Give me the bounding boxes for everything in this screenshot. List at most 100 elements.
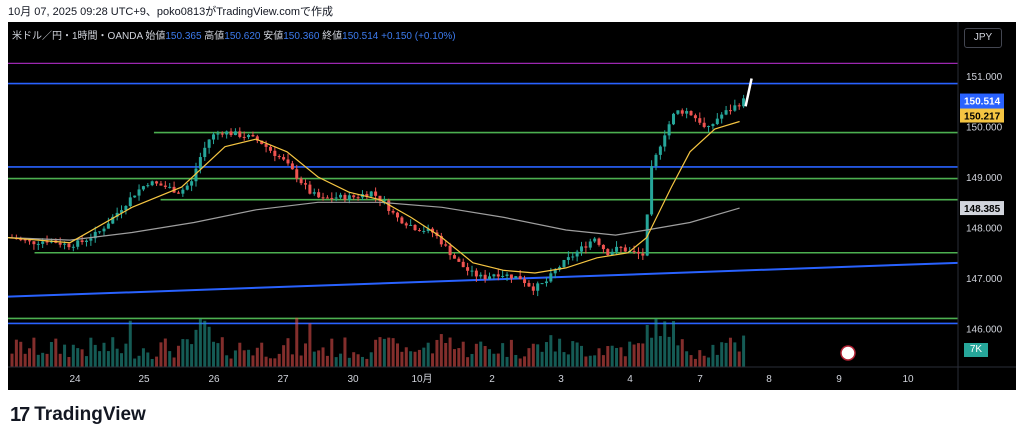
candle-body: [404, 223, 408, 226]
logo-text: TradingView: [34, 404, 146, 425]
volume-bar: [470, 353, 474, 367]
candle-body: [216, 133, 220, 135]
volume-bar: [737, 351, 741, 367]
volume-bar: [325, 355, 329, 367]
candle-body: [220, 133, 224, 135]
volume-bar: [650, 337, 654, 367]
volume-bar: [531, 343, 535, 367]
volume-bar: [523, 356, 527, 367]
candle-body: [365, 194, 369, 197]
x-tick-label: 7: [697, 374, 703, 385]
candle-body: [247, 134, 251, 138]
volume-bar: [439, 334, 443, 367]
volume-bar: [229, 358, 233, 367]
volume-bar: [339, 353, 343, 367]
candle-body: [168, 186, 172, 188]
volume-bar: [251, 355, 255, 367]
candle-body: [496, 274, 500, 277]
candle-body: [448, 245, 452, 256]
candle-body: [268, 146, 272, 151]
volume-bar: [733, 342, 737, 367]
volume-bar: [260, 342, 264, 367]
volume-bar: [356, 354, 360, 367]
candle-body: [93, 231, 97, 239]
volume-bar: [299, 355, 303, 367]
volume-bar: [549, 335, 553, 367]
volume-bar: [597, 348, 601, 367]
candle-body: [28, 240, 32, 242]
candle-body: [115, 212, 119, 217]
volume-bar: [194, 329, 198, 367]
volume-bar: [308, 323, 312, 367]
candle-body: [474, 270, 478, 277]
volume-bar: [387, 337, 391, 367]
candle-body: [80, 240, 84, 242]
candle-body: [413, 224, 417, 231]
trendline: [8, 261, 959, 298]
candle-body: [124, 205, 128, 211]
tradingview-logo[interactable]: 17 TradingView: [10, 402, 146, 428]
volume-bar: [496, 353, 500, 367]
candle-body: [111, 216, 115, 224]
volume-bar: [707, 357, 711, 367]
low-label: 安値: [263, 31, 284, 42]
candle-body: [724, 110, 728, 115]
volume-bar: [80, 349, 84, 367]
volume-bar: [198, 318, 202, 367]
volume-bar: [518, 358, 522, 367]
candle-body: [479, 274, 483, 277]
candle-body: [207, 139, 211, 148]
x-tick-label: 30: [347, 374, 359, 385]
volume-bar: [474, 343, 478, 367]
candle-body: [308, 184, 312, 194]
candle-body: [549, 273, 553, 282]
volume-bar: [544, 342, 548, 367]
volume-bar: [584, 356, 588, 367]
volume-bar: [233, 350, 237, 367]
chart-area[interactable]: 151.000 150.000 149.000 148.000 147.000 146.0…: [8, 22, 1016, 390]
volume-bar: [645, 324, 649, 367]
volume-bar: [242, 350, 246, 367]
price-chart[interactable]: 151.000 150.000 149.000 148.000 147.000 146.0…: [8, 22, 1016, 390]
ticker-row: 米ドル／円・1時間・OANDA 始値150.365 高値150.620 安値15…: [12, 27, 456, 42]
candle-body: [203, 147, 207, 158]
volume-bar: [720, 342, 724, 367]
candle-body: [509, 274, 513, 279]
volume-bar: [558, 338, 562, 367]
volume-bar: [89, 337, 93, 367]
volume-bar: [111, 337, 115, 367]
candle-body: [106, 223, 110, 229]
volume-bar: [641, 343, 645, 367]
volume-bar: [409, 351, 413, 367]
volume-bar: [365, 358, 369, 367]
volume-bar: [304, 343, 308, 367]
candle-body: [457, 258, 461, 262]
x-tick-label: 8: [766, 374, 772, 385]
volume-bar: [19, 341, 23, 367]
volume-bar: [575, 342, 579, 367]
projection-line: [744, 78, 753, 107]
volume-bar: [312, 351, 316, 367]
high-label: 高値: [204, 31, 225, 42]
currency-button[interactable]: JPY: [964, 28, 1002, 48]
candle-body: [102, 228, 106, 232]
candle-body: [23, 239, 27, 241]
volume-bar: [444, 342, 448, 367]
volume-bar: [680, 339, 684, 367]
candle-body: [531, 286, 535, 291]
x-tick-label: 25: [138, 374, 150, 385]
symbol-name: 米ドル／円・1時間・OANDA: [12, 31, 143, 42]
candle-body: [540, 283, 544, 285]
volume-bar: [588, 355, 592, 367]
volume-bar: [742, 335, 746, 367]
volume-bar: [728, 337, 732, 367]
candle-body: [672, 113, 676, 125]
candle-body: [98, 231, 102, 233]
volume-bar: [216, 343, 220, 367]
candle-body: [409, 224, 413, 226]
volume-bar: [49, 341, 53, 367]
volume-bar: [479, 341, 483, 367]
volume-bar: [45, 353, 49, 367]
candle-body: [282, 157, 286, 160]
candle-body: [444, 244, 448, 246]
